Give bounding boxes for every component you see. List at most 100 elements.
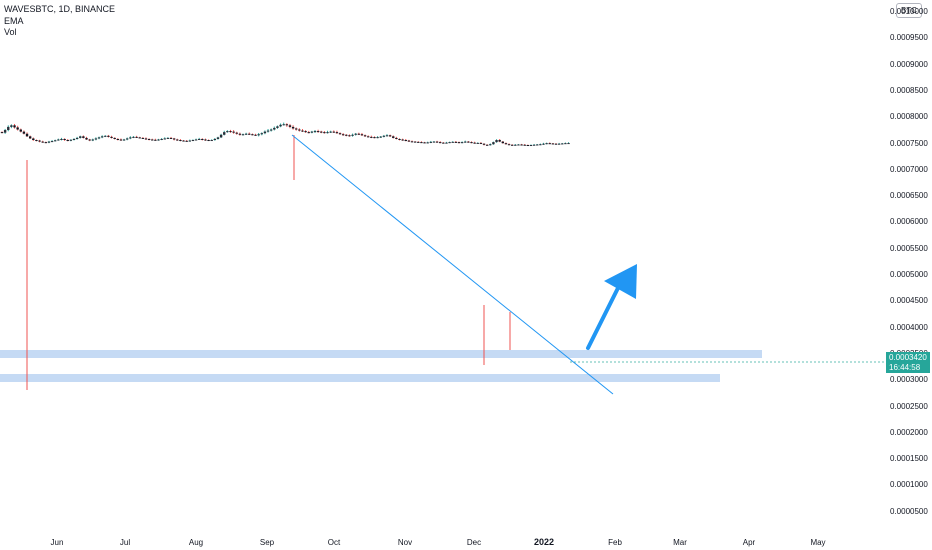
candle-body xyxy=(435,141,439,143)
candle-body xyxy=(432,141,436,143)
candle-body xyxy=(426,142,429,144)
symbol-title[interactable]: WAVESBTC, 1D, BINANCE xyxy=(4,4,116,14)
candle-body xyxy=(298,129,301,131)
candle-body xyxy=(213,138,217,141)
candle-body xyxy=(204,139,207,141)
candle-body xyxy=(19,129,22,132)
candle-body xyxy=(54,140,57,142)
candle-body xyxy=(141,137,145,139)
volume-indicator-label[interactable]: Vol xyxy=(4,27,17,37)
candle-body xyxy=(526,145,530,147)
candle-body xyxy=(110,136,113,138)
candle-body xyxy=(138,137,141,139)
candle-body xyxy=(13,125,16,128)
time-tick-label: May xyxy=(810,538,826,547)
candle-body xyxy=(338,133,342,135)
candle-body xyxy=(492,142,495,145)
candle-body xyxy=(417,141,420,143)
ema-indicator-label[interactable]: EMA xyxy=(4,15,24,26)
candle-body xyxy=(310,131,314,133)
candle-body xyxy=(351,134,354,136)
candle-body xyxy=(91,139,94,141)
price-tick-label: 0.0005000 xyxy=(890,270,928,279)
candle-body xyxy=(79,136,82,138)
support-zone-lower xyxy=(0,374,720,382)
candle-body xyxy=(567,143,570,145)
candle-body xyxy=(251,134,254,136)
price-tick-label: 0.0008500 xyxy=(890,85,928,95)
candle-body xyxy=(179,140,182,142)
candle-body xyxy=(132,136,135,138)
candle-body xyxy=(44,142,48,144)
candle-body xyxy=(504,143,508,145)
candle-body xyxy=(295,128,298,130)
candle-body xyxy=(28,136,32,139)
candle-body xyxy=(329,131,332,133)
candle-body xyxy=(323,132,326,134)
price-tick-label: 0.0001500 xyxy=(890,454,928,464)
candle-body xyxy=(257,134,260,136)
candle-body xyxy=(548,143,551,145)
time-tick-label: Feb xyxy=(608,538,622,547)
candle-body xyxy=(122,139,126,141)
candle-body xyxy=(3,130,7,133)
candle-body xyxy=(448,142,451,144)
price-tick-label: 0.0007000 xyxy=(890,164,928,174)
price-tick-label: 0.0003000 xyxy=(890,375,928,385)
candle-body xyxy=(495,140,498,143)
candle-body xyxy=(260,133,263,135)
price-tick-label: 0.0008000 xyxy=(890,112,928,122)
candle-body xyxy=(226,131,229,133)
chart-legend: WAVESBTC, 1D, BINANCE EMA Vol xyxy=(4,4,115,39)
candle-body xyxy=(100,136,104,138)
candle-body xyxy=(379,136,382,138)
candle-body xyxy=(191,140,195,142)
candle-body xyxy=(248,133,251,135)
candle-body xyxy=(564,143,567,145)
candle-body xyxy=(107,135,110,137)
candle-body xyxy=(407,140,411,142)
candle-body xyxy=(445,142,448,144)
candle-body xyxy=(313,131,317,133)
candle-body xyxy=(154,139,157,141)
candle-body xyxy=(482,143,486,145)
candle-body xyxy=(69,139,73,141)
candle-body xyxy=(210,140,213,142)
candle-body xyxy=(85,137,88,140)
candle-body xyxy=(401,139,404,141)
candle-body xyxy=(473,142,476,144)
descending-trendline xyxy=(291,134,614,395)
candle-body xyxy=(360,134,364,136)
candle-body xyxy=(182,140,185,142)
candle-body xyxy=(485,144,489,146)
candle-body xyxy=(223,132,226,135)
candle-body xyxy=(376,137,379,139)
candle-body xyxy=(216,137,220,139)
candle-body xyxy=(188,140,191,142)
price-tick-label: 0.0006500 xyxy=(890,191,928,201)
candle-body xyxy=(144,138,148,140)
breakout-arrow-head xyxy=(604,264,637,299)
candle-body xyxy=(304,131,307,133)
candle-body xyxy=(157,139,160,141)
candle-body xyxy=(373,137,376,139)
candle-body xyxy=(113,137,116,139)
candle-body xyxy=(229,131,232,133)
candle-body xyxy=(63,138,66,141)
candle-body xyxy=(104,135,107,137)
candle-body xyxy=(16,127,19,130)
candle-body xyxy=(507,144,511,146)
candle-body xyxy=(47,141,51,143)
candle-body xyxy=(285,124,289,126)
candle-body xyxy=(489,144,492,146)
candle-body xyxy=(410,141,414,143)
currency-badge[interactable]: BTC xyxy=(896,3,922,18)
candle-body xyxy=(439,142,442,144)
candle-body xyxy=(420,142,423,144)
price-tick-label: 0.0009000 xyxy=(890,59,928,69)
candle-body xyxy=(404,140,407,142)
candle-body xyxy=(160,138,163,140)
candle-body xyxy=(429,141,433,143)
